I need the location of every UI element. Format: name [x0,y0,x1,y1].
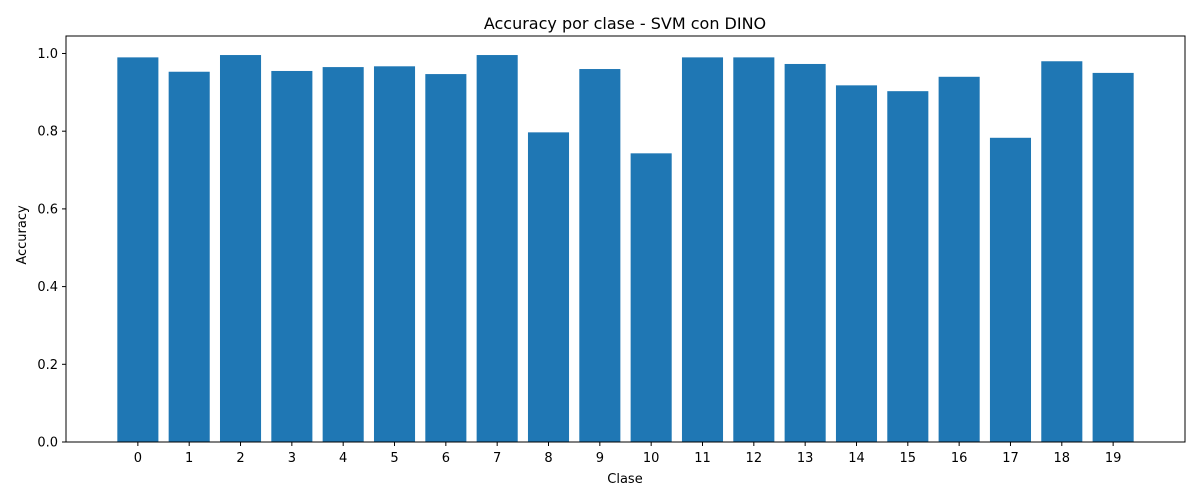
x-axis-label: Clase [607,472,642,487]
y-axis-label: Accuracy [15,205,30,265]
bar-1 [168,71,210,443]
y-tick-label: 0.4 [37,280,58,295]
bar-14 [835,85,878,443]
y-axis-ticks: 0.0 0.2 0.4 0.6 0.8 1.0 [37,47,66,451]
x-tick-label: 0 [134,451,142,466]
y-tick-label: 0.2 [37,358,58,373]
x-tick-label: 9 [596,451,604,466]
bar-18 [1041,61,1083,442]
x-tick-label: 15 [900,451,917,466]
x-tick-label: 18 [1054,451,1071,466]
bar-5 [373,66,416,442]
x-tick-label: 13 [797,451,814,466]
x-tick-label: 12 [746,451,763,466]
x-axis-ticks: 0 1 2 3 4 5 6 7 8 9 10 11 12 13 14 15 16 17 18 19 [134,442,1122,466]
bar-8 [527,132,570,442]
y-tick-label: 0.8 [37,125,58,140]
chart-title: Accuracy por clase - SVM con DINO [484,14,766,33]
x-tick-label: 8 [544,451,552,466]
bar-17 [989,137,1032,442]
bar-6 [425,74,467,442]
x-tick-label: 19 [1105,451,1122,466]
y-tick-label: 0.6 [37,202,58,217]
bar-9 [579,69,621,442]
bar-4 [322,67,364,443]
plot-frame [65,35,1186,443]
x-tick-label: 3 [288,451,296,466]
x-tick-label: 11 [694,451,711,466]
bar-11 [681,57,724,443]
bar-13 [784,63,826,442]
x-tick-label: 2 [236,451,244,466]
x-tick-label: 17 [1002,451,1019,466]
y-tick-label: 0.0 [37,436,58,451]
x-tick-label: 7 [493,451,501,466]
bar-15 [887,91,929,443]
x-tick-label: 16 [951,451,968,466]
x-tick-label: 4 [339,451,347,466]
bar-2 [219,55,262,442]
bar-3 [271,70,313,443]
y-tick-label: 1.0 [37,47,58,62]
bar-19 [1092,72,1134,442]
x-tick-label: 6 [442,451,450,466]
bar-16 [938,76,980,443]
x-tick-label: 1 [185,451,193,466]
bar-7 [476,55,518,442]
x-tick-label: 5 [390,451,398,466]
x-tick-label: 14 [848,451,865,466]
bars-group [117,55,1134,443]
x-tick-label: 10 [643,451,660,466]
bar-10 [630,153,672,442]
bar-12 [733,57,775,443]
bar-0 [117,57,159,443]
